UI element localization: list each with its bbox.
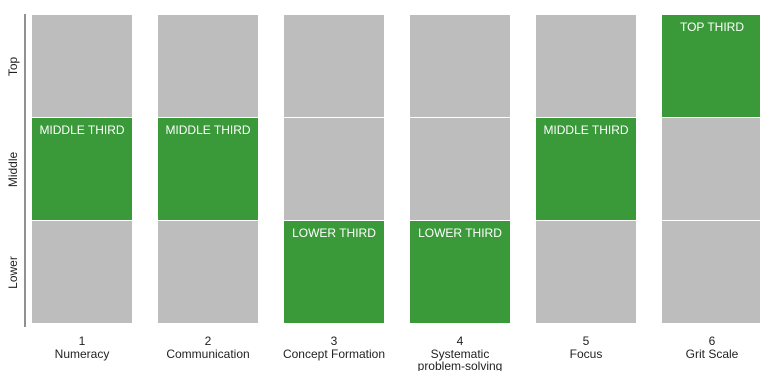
cell-systematic-problem-solving-middle <box>410 118 510 220</box>
cell-focus-lower <box>536 221 636 323</box>
column-name-numeracy: Numeracy <box>55 347 110 361</box>
column-number-communication: 2 <box>205 334 212 348</box>
band-label-lower: Lower <box>6 256 20 289</box>
cell-numeracy-middle-highlighted <box>32 118 132 220</box>
band-labels: Top Middle Lower <box>6 57 20 289</box>
column-number-concept-formation: 3 <box>331 334 338 348</box>
segment-label-grit-scale: TOP THIRD <box>680 20 744 34</box>
segment-label-systematic-problem-solving: LOWER THIRD <box>418 226 502 240</box>
cell-communication-top <box>158 15 258 117</box>
cell-focus-top <box>536 15 636 117</box>
column-number-numeracy: 1 <box>79 334 86 348</box>
cell-grit-scale-top-highlighted <box>662 15 760 117</box>
cell-systematic-problem-solving-lower-highlighted <box>410 221 510 323</box>
cell-focus-middle-highlighted <box>536 118 636 220</box>
column-name-focus: Focus <box>570 347 603 361</box>
band-label-middle: Middle <box>6 152 20 188</box>
cell-systematic-problem-solving-top <box>410 15 510 117</box>
cell-communication-lower <box>158 221 258 323</box>
cell-concept-formation-middle <box>284 118 384 220</box>
column-name-systematic-problem-solving-line-2: problem-solving <box>418 359 503 371</box>
chart-cells <box>32 15 760 323</box>
column-name-communication: Communication <box>166 347 249 361</box>
segment-label-concept-formation: LOWER THIRD <box>292 226 376 240</box>
segment-label-communication: MIDDLE THIRD <box>165 123 250 137</box>
column-number-grit-scale: 6 <box>709 334 716 348</box>
cell-numeracy-top <box>32 15 132 117</box>
column-name-grit-scale: Grit Scale <box>686 347 739 361</box>
column-number-focus: 5 <box>583 334 590 348</box>
cell-communication-middle-highlighted <box>158 118 258 220</box>
cell-concept-formation-lower-highlighted <box>284 221 384 323</box>
band-label-top: Top <box>6 57 20 77</box>
cell-grit-scale-middle <box>662 118 760 220</box>
segment-label-numeracy: MIDDLE THIRD <box>39 123 124 137</box>
column-name-systematic-problem-solving: Systematic <box>431 347 490 361</box>
cell-numeracy-lower <box>32 221 132 323</box>
column-name-concept-formation: Concept Formation <box>283 347 385 361</box>
column-number-systematic-problem-solving: 4 <box>457 334 464 348</box>
segment-label-focus: MIDDLE THIRD <box>543 123 628 137</box>
cell-grit-scale-lower <box>662 221 760 323</box>
cell-concept-formation-top <box>284 15 384 117</box>
segment-labels: MIDDLE THIRD MIDDLE THIRD LOWER THIRD LOWER… <box>39 20 744 240</box>
